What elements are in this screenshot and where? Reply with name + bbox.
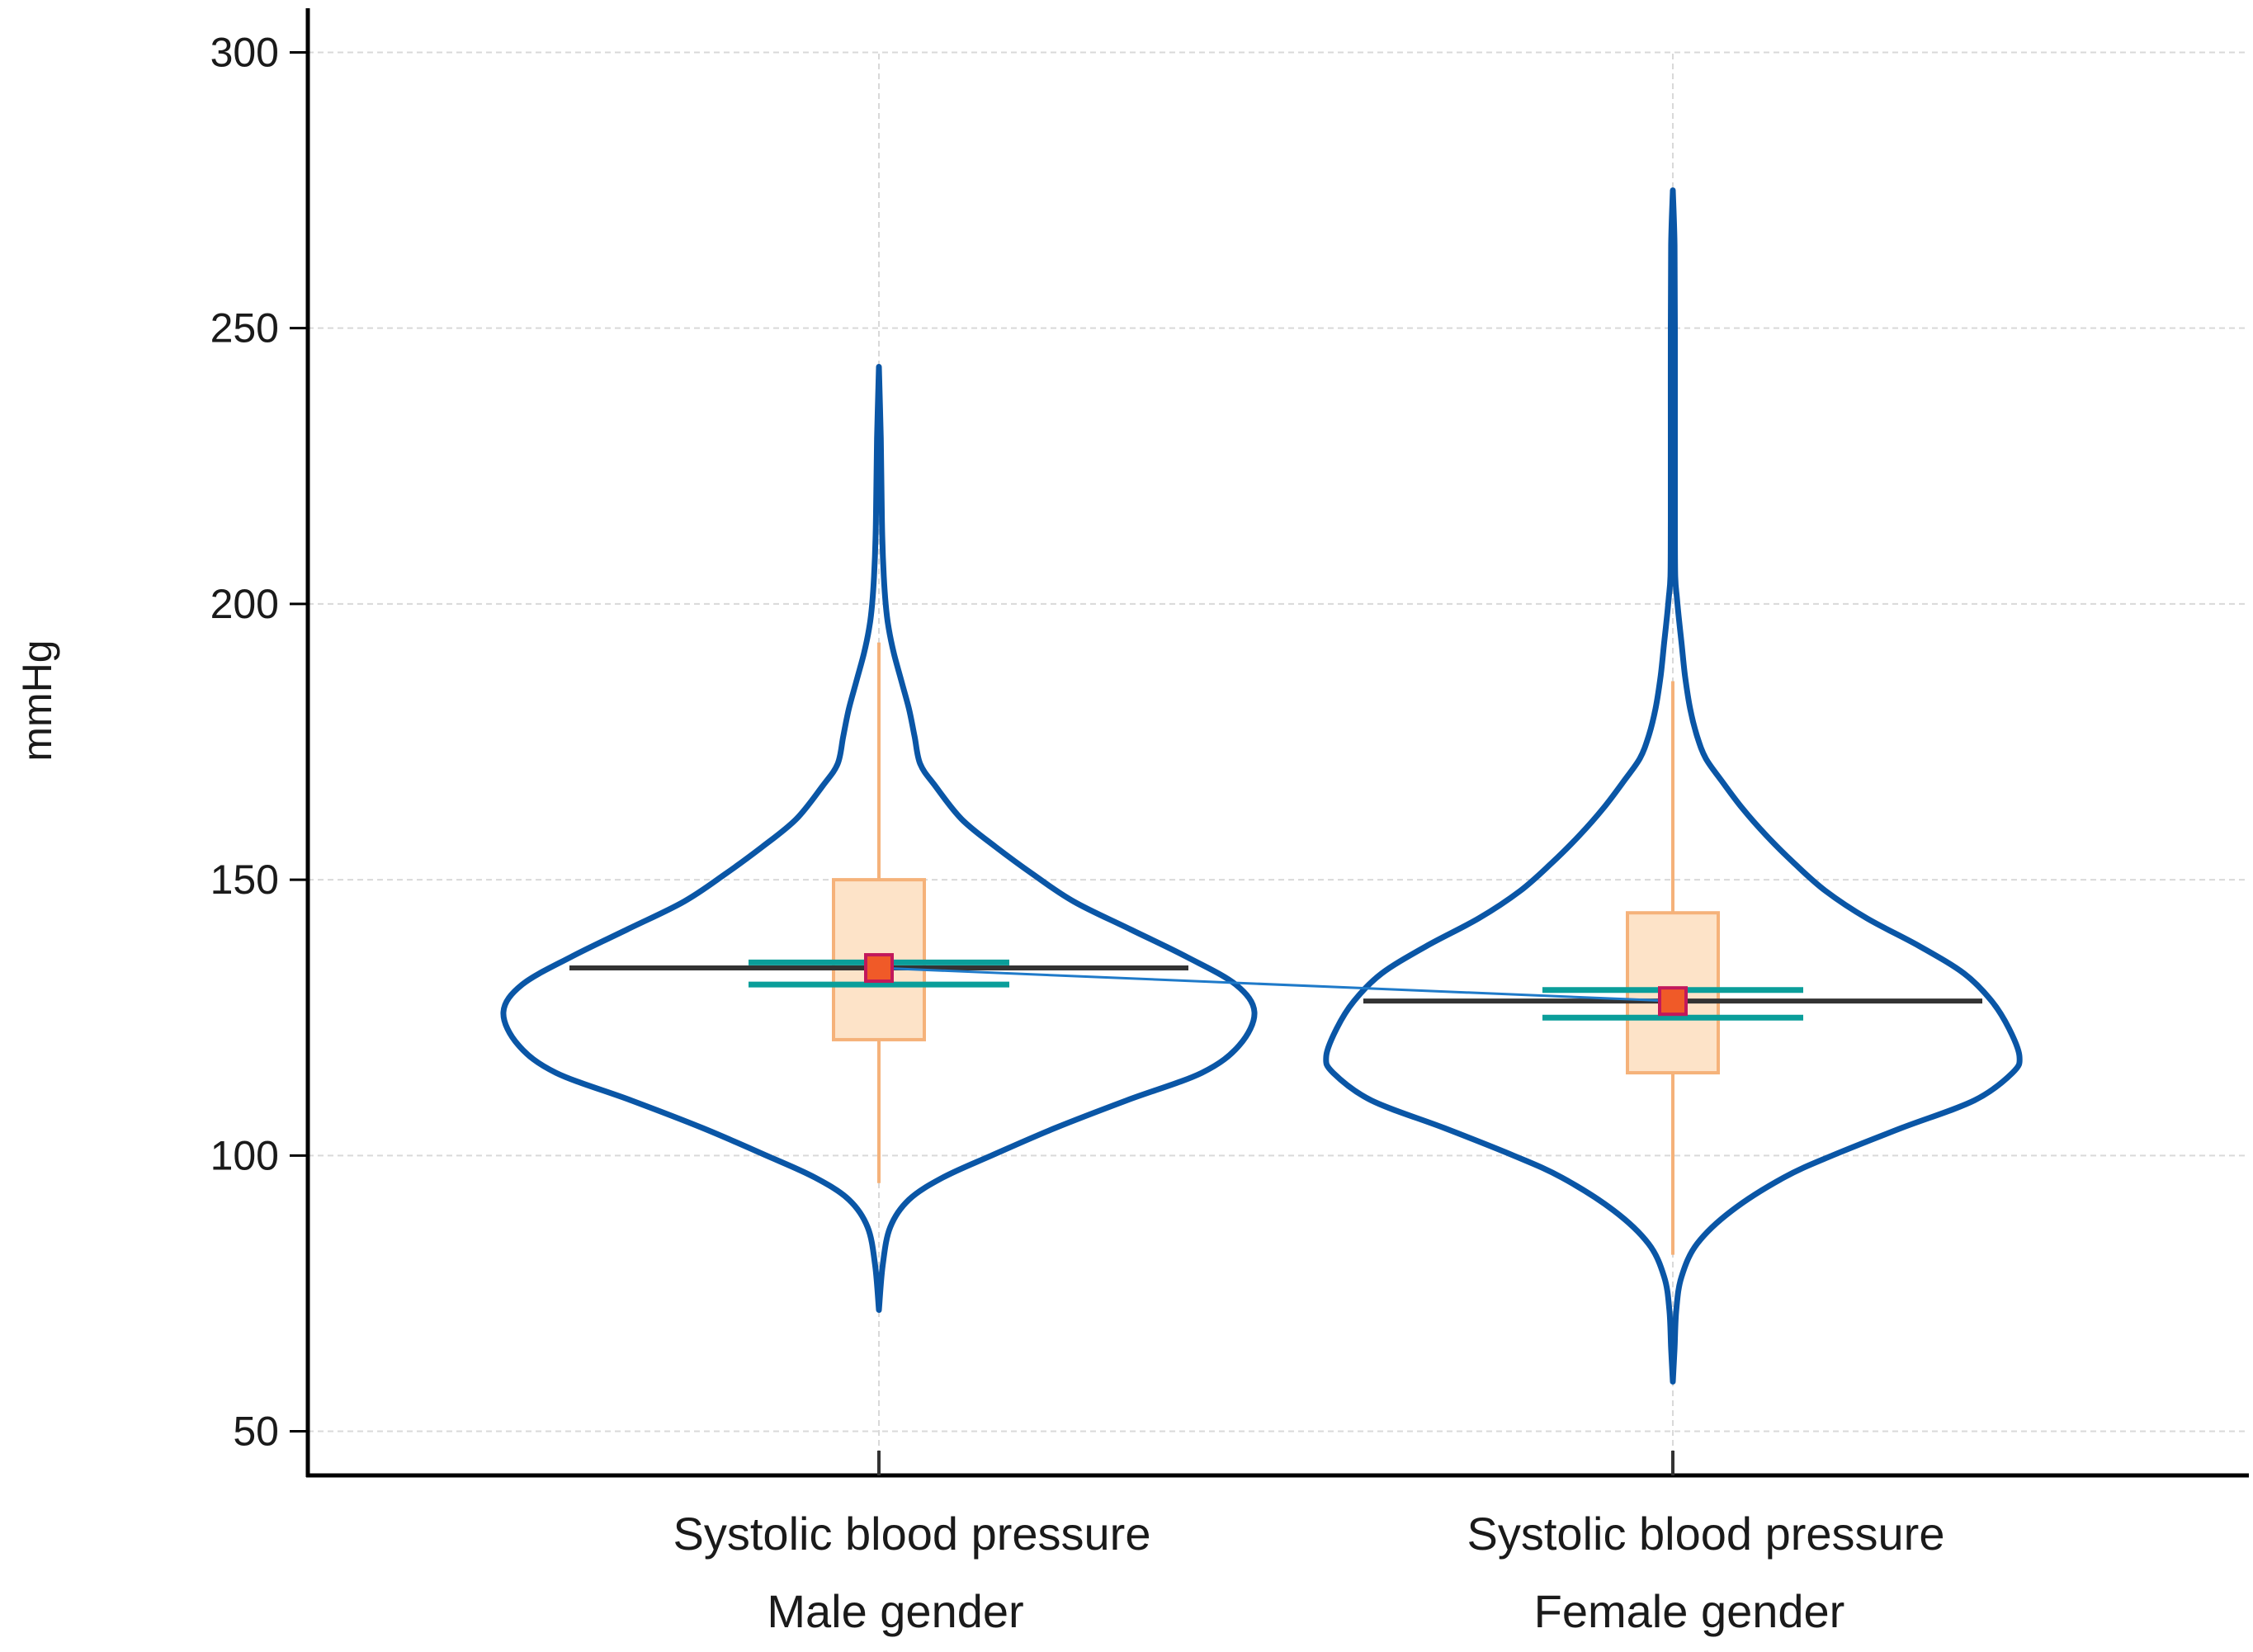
axes	[305, 8, 2249, 1478]
y-tick-label-100: 100	[210, 1132, 279, 1178]
category-label-1-line2: Male gender	[767, 1585, 1023, 1637]
y-tick-label-150: 150	[210, 857, 279, 903]
y-tick-label-250: 250	[210, 305, 279, 352]
y-tick-label-200: 200	[210, 581, 279, 627]
y-axis-title: mmHg	[14, 640, 60, 761]
category-label-2-line1: Systolic blood pressure	[1467, 1508, 1945, 1560]
category-label-1-line1: Systolic blood pressure	[673, 1508, 1151, 1560]
violin-outline-2	[1323, 187, 2023, 1385]
box-plots	[832, 642, 1720, 1255]
y-ticks: 50 100 150 200 250 300	[210, 29, 1674, 1475]
category-label-2-line2: Female gender	[1534, 1585, 1845, 1637]
category-labels: Systolic blood pressure Male gender Systol…	[673, 1508, 1945, 1637]
mean-connector-line	[878, 966, 1674, 1003]
mean-marker-2	[1658, 986, 1688, 1017]
violin-outline-1	[500, 364, 1258, 1313]
grid-lines	[308, 51, 2249, 1475]
mean-markers	[569, 953, 1982, 1021]
mean-marker-1	[864, 953, 894, 984]
y-tick-label-300: 300	[210, 29, 279, 75]
violin-shapes	[500, 187, 2023, 1385]
y-tick-label-50: 50	[233, 1409, 279, 1455]
